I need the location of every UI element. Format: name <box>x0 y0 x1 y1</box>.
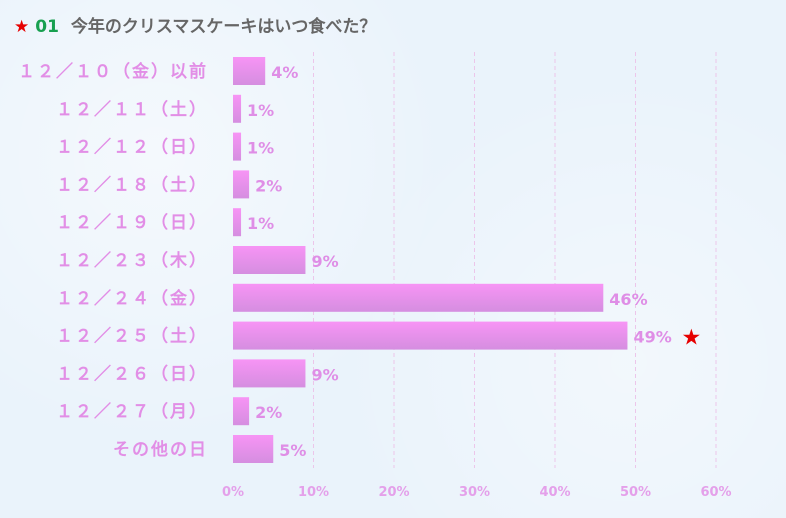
value-label: 1% <box>247 214 274 233</box>
x-tick-label: 0% <box>222 485 244 500</box>
value-label: 1% <box>247 139 274 158</box>
value-label: 49% <box>633 328 671 347</box>
bar <box>233 397 250 426</box>
category-label: １２／１１（土） <box>56 99 208 120</box>
category-label: １２／２３（木） <box>56 250 208 271</box>
category-label: １２／２７（月） <box>56 401 208 422</box>
value-label: 9% <box>311 252 338 271</box>
bar <box>233 359 306 388</box>
x-tick-label: 40% <box>539 485 570 500</box>
category-label: １２／１０（金）以前 <box>18 61 208 82</box>
value-label: 5% <box>279 441 306 460</box>
value-label: 2% <box>255 176 282 195</box>
bar <box>233 283 604 312</box>
bar <box>233 435 274 463</box>
category-label: １２／１２（日） <box>56 137 208 158</box>
bar <box>233 132 242 161</box>
bar <box>233 246 306 274</box>
x-tick-label: 60% <box>700 485 731 500</box>
question-number: 01 <box>35 17 59 37</box>
category-label: １２／２４（金） <box>56 288 208 309</box>
chart-title: ★ 01 今年のクリスマスケーキはいつ食べた？ <box>14 12 376 37</box>
category-label: １２／１９（日） <box>56 212 208 233</box>
star-icon: ★ <box>14 17 30 37</box>
category-label: その他の日 <box>113 439 208 460</box>
category-label: １２／１８（土） <box>56 174 208 195</box>
x-tick-label: 50% <box>620 485 651 500</box>
x-tick-label: 10% <box>298 485 329 500</box>
x-tick-label: 30% <box>459 485 490 500</box>
value-label: 4% <box>271 63 298 82</box>
bar <box>233 321 628 350</box>
star-icon: ★ <box>681 326 701 351</box>
bar <box>233 94 242 123</box>
value-label: 9% <box>311 365 338 384</box>
x-tick-label: 20% <box>378 485 409 500</box>
bar <box>233 208 242 237</box>
bar <box>233 57 266 85</box>
category-label: １２／２６（日） <box>56 363 208 384</box>
value-label: 46% <box>609 290 647 309</box>
value-label: 2% <box>255 403 282 422</box>
value-label: 1% <box>247 101 274 120</box>
category-label: １２／２５（土） <box>56 326 208 347</box>
bar <box>233 170 250 199</box>
question-text: 今年のクリスマスケーキはいつ食べた？ <box>70 17 377 37</box>
